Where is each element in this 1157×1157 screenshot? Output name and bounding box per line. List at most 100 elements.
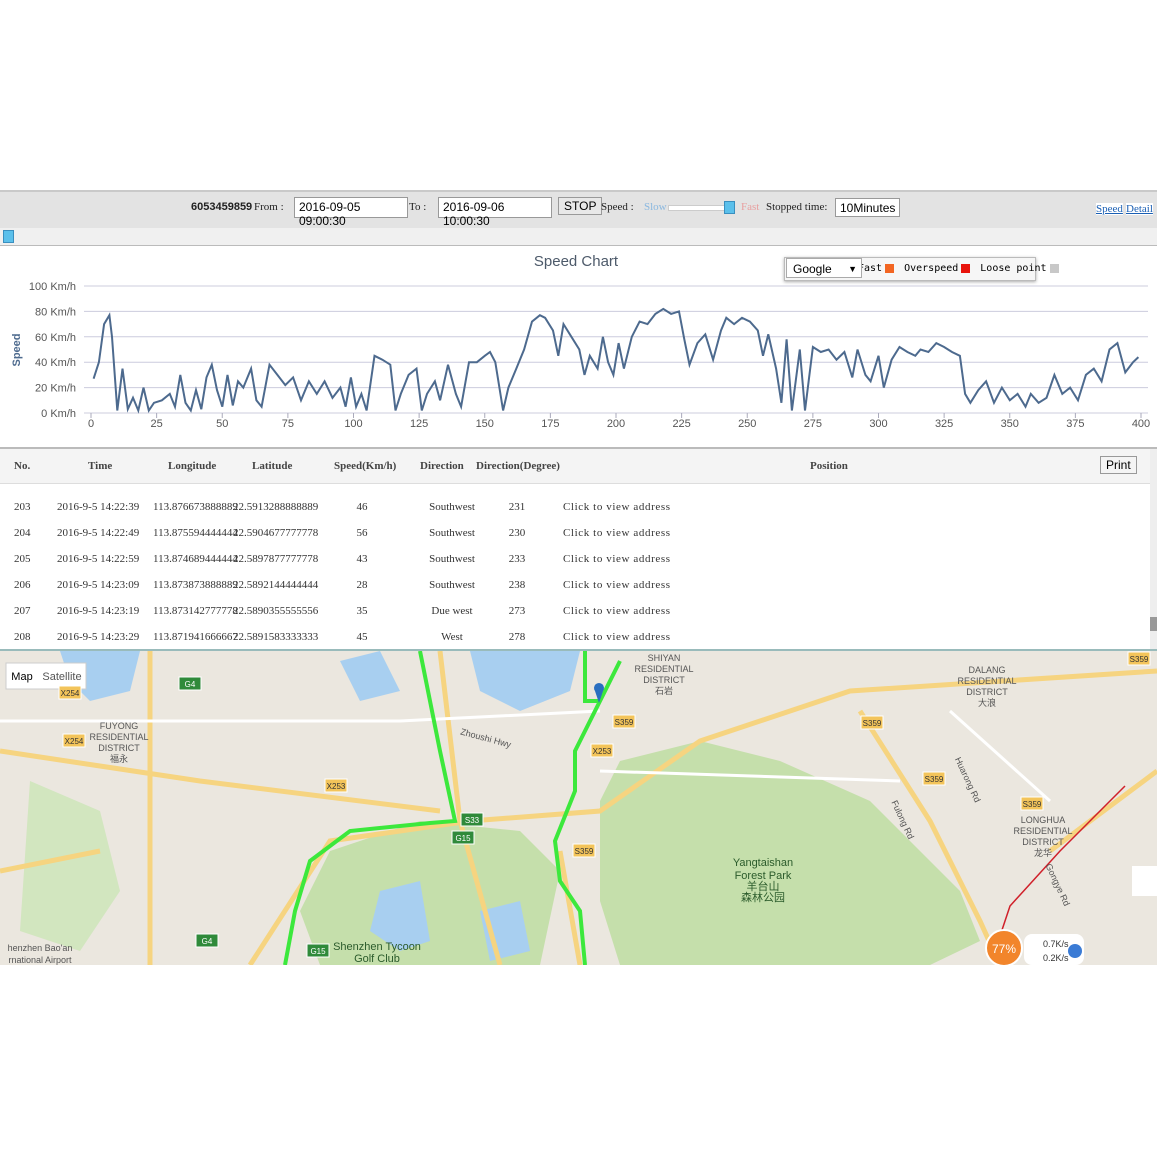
status-plus[interactable] — [1068, 944, 1082, 958]
road-shield-label: S359 — [1130, 655, 1149, 664]
speed-label: Speed : — [601, 201, 634, 213]
x-tick-label: 325 — [935, 418, 953, 430]
x-tick-label: 100 — [344, 418, 362, 430]
column-header: Direction(Degree) — [476, 460, 560, 472]
road-shield-label: S359 — [925, 775, 944, 784]
road-shield — [460, 812, 484, 827]
road-shield — [922, 771, 946, 786]
map-label: DISTRICT — [98, 743, 140, 753]
stopped-select[interactable]: 10Minutes — [835, 198, 900, 217]
map-label: rnational Airport — [8, 955, 72, 965]
column-header: Speed(Km/h) — [334, 460, 397, 472]
table-cell: 204 — [14, 527, 31, 539]
print-button[interactable]: Print — [1100, 456, 1137, 474]
track-route — [283, 651, 622, 965]
table-cell: 2016-9-5 14:23:29 — [57, 631, 140, 643]
table-cell: 2016-9-5 14:22:39 — [57, 501, 140, 513]
divider — [0, 649, 1157, 651]
map-tab[interactable]: Map — [11, 671, 32, 683]
status-box — [1024, 934, 1084, 965]
map-type-control — [5, 662, 87, 690]
table-cell: 22.5891583333333 — [233, 631, 319, 643]
stopped-label: Stopped time: — [766, 201, 828, 213]
x-tick-label: 400 — [1132, 418, 1150, 430]
streets — [0, 709, 1052, 803]
table-cell: Southwest — [429, 501, 475, 513]
roads — [0, 651, 1157, 965]
legend-label: Loose point — [980, 263, 1047, 274]
legend-label: Overspeed — [904, 263, 959, 274]
road-shield-label: G15 — [455, 834, 471, 843]
legend-item: Fast — [858, 263, 895, 274]
map-label: RESIDENTIAL — [957, 676, 1016, 686]
road-shield — [178, 676, 202, 691]
status-circle — [985, 929, 1023, 965]
to-input[interactable]: 2016-09-06 10:00:30 — [438, 197, 552, 228]
map-label: Shenzhen Tycoon — [333, 941, 421, 953]
y-tick-label: 100 Km/h — [29, 281, 76, 293]
table-cell: Southwest — [429, 553, 475, 565]
table-cell: 2016-9-5 14:22:59 — [57, 553, 140, 565]
table-cell: 22.5890355555556 — [233, 605, 319, 617]
x-tick-label: 300 — [869, 418, 887, 430]
progress-bar — [0, 228, 1157, 246]
road-shield — [1020, 796, 1044, 811]
stop-button[interactable]: STOP — [558, 197, 603, 215]
road-shield-label: X254 — [65, 737, 84, 746]
road-shield-label: S359 — [1023, 800, 1042, 809]
speed-slider[interactable] — [668, 205, 732, 211]
to-label: To : — [409, 201, 427, 213]
speed-chart: Speed Chart Speed 0 Km/h 20 Km/h 40 Km/h 60… — [11, 253, 1150, 430]
table-cell: 230 — [508, 527, 526, 539]
table-cell: West — [441, 631, 463, 643]
road-shield — [58, 685, 82, 700]
map-label: RESIDENTIAL — [1013, 826, 1072, 836]
position-marker — [593, 683, 604, 703]
table-cell: 113.874689444444 — [153, 553, 238, 565]
address-link: Click to view address — [563, 631, 671, 643]
road-shield — [590, 743, 614, 758]
x-tick-label: 175 — [541, 418, 559, 430]
road-shield — [612, 714, 636, 729]
table-cell: 2016-9-5 14:23:09 — [57, 579, 140, 591]
road-shield — [1127, 651, 1151, 666]
table-cell: Due west — [431, 605, 473, 617]
table-cell: 2016-9-5 14:22:49 — [57, 527, 140, 539]
map-label: henzhen Bao'an — [8, 943, 73, 953]
table-cell: 205 — [14, 553, 31, 565]
road-shield — [306, 943, 330, 958]
address-link: Click to view address — [563, 527, 671, 539]
map-select[interactable]: Google ▼ — [786, 258, 862, 278]
map-label: Golf Club — [354, 953, 400, 965]
table-cell: 208 — [14, 631, 31, 643]
road-shield-label: S359 — [575, 847, 594, 856]
map-label: 福永 — [110, 753, 128, 764]
divider — [0, 447, 1157, 449]
map-tab[interactable]: Satellite — [42, 671, 81, 683]
table-cell: 35 — [356, 605, 368, 617]
map-label: DISTRICT — [1022, 837, 1064, 847]
road-shield-label: S33 — [465, 816, 480, 825]
table-cell: 233 — [508, 553, 526, 565]
map: SHIYANRESIDENTIALDISTRICT石岩DALANGRESIDEN… — [0, 651, 1157, 965]
map-label: DISTRICT — [643, 675, 685, 685]
scrollbar — [1150, 449, 1157, 649]
legend: Fast Overspeed Loose point — [858, 263, 1059, 274]
legend-item: Overspeed — [904, 263, 971, 274]
tab-detail[interactable]: Detail — [1126, 203, 1153, 215]
address-link: Click to view address — [563, 553, 671, 565]
table-cell: 28 — [356, 579, 368, 591]
legend-item: Loose point — [980, 263, 1059, 274]
road-shield — [860, 715, 884, 730]
map-label: 龙华 — [1034, 847, 1052, 858]
zoom-control[interactable] — [1132, 866, 1157, 896]
table-cell: 206 — [14, 579, 31, 591]
water — [60, 651, 580, 961]
tab-speed[interactable]: Speed — [1096, 203, 1123, 215]
speed-handle[interactable] — [724, 201, 735, 214]
x-tick-label: 150 — [476, 418, 494, 430]
from-input[interactable]: 2016-09-05 09:00:30 — [294, 197, 408, 228]
progress-handle[interactable] — [3, 230, 14, 243]
map-select-value: Google — [793, 262, 832, 276]
